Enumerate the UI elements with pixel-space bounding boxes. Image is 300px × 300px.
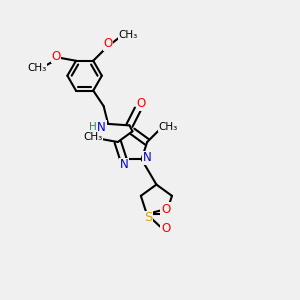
Text: O: O xyxy=(161,222,170,235)
Text: CH₃: CH₃ xyxy=(158,122,178,132)
Text: H: H xyxy=(89,122,97,133)
Text: O: O xyxy=(136,97,146,110)
Text: S: S xyxy=(144,211,152,224)
Text: N: N xyxy=(120,158,128,171)
Text: O: O xyxy=(103,37,113,50)
Text: N: N xyxy=(142,151,151,164)
Text: N: N xyxy=(97,121,106,134)
Text: CH₃: CH₃ xyxy=(83,132,103,142)
Text: CH₃: CH₃ xyxy=(119,30,138,40)
Text: CH₃: CH₃ xyxy=(28,63,47,73)
Text: O: O xyxy=(51,50,60,63)
Text: O: O xyxy=(161,202,170,216)
